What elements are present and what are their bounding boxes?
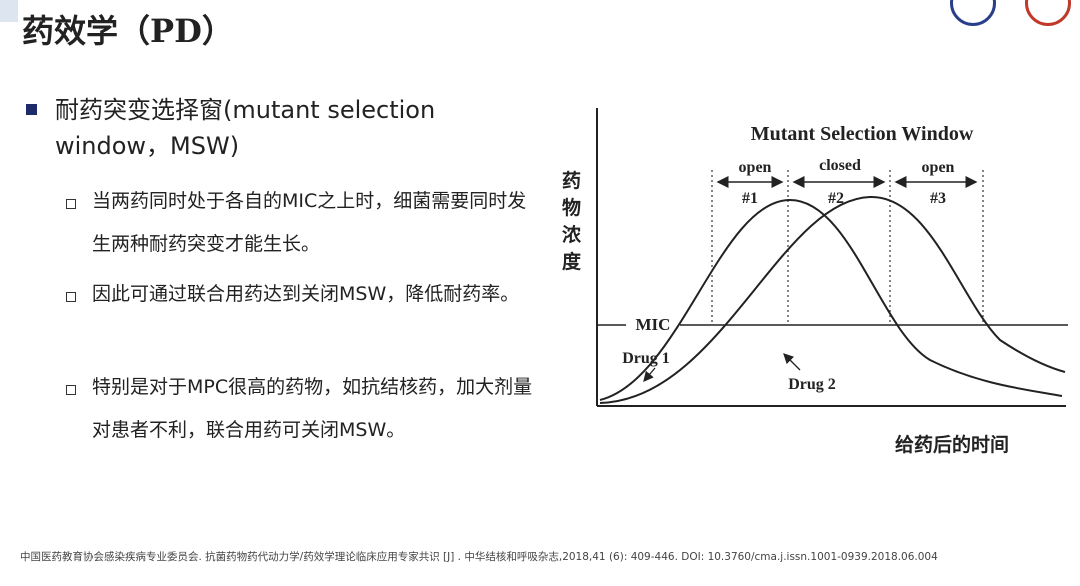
y-axis-label: 药物浓度 xyxy=(562,170,582,273)
window-boundaries xyxy=(711,170,984,325)
sub-bullet-marker xyxy=(66,385,76,395)
sub-bullet-text: 特别是对于MPC很高的药物，如抗结核药，加大剂量对患者不利，联合用药可关闭MSW… xyxy=(92,376,533,441)
window-state: open xyxy=(739,159,772,176)
footnote: 中国医药教育协会感染疾病专业委员会. 抗菌药物药代动力学/药效学理论临床应用专家… xyxy=(20,551,938,563)
slide-title: 药效学（PD） xyxy=(22,12,234,50)
sub-bullet-text: 当两药同时处于各自的MIC之上时，细菌需要同时发生两种耐药突变才能生长。 xyxy=(92,190,527,255)
window-label: #1 xyxy=(742,190,758,207)
window-label: #2 xyxy=(828,190,844,207)
window-label: #3 xyxy=(930,190,946,207)
drug2-pointer xyxy=(783,353,801,371)
x-axis-label: 给药后的时间 xyxy=(895,434,1010,456)
mic-label: MIC xyxy=(636,315,671,334)
mic-label-bg xyxy=(626,313,680,335)
sub-bullet-marker xyxy=(66,292,76,302)
drug1-pointer xyxy=(643,367,656,382)
bullet-marker xyxy=(26,104,37,115)
sub-bullet-text: 因此可通过联合用药达到关闭MSW，降低耐药率。 xyxy=(92,283,520,305)
corner-decoration xyxy=(0,0,18,22)
figure-title: Mutant Selection Window xyxy=(751,123,974,145)
bullet-text: 耐药突变选择窗(mutant selection window，MSW) xyxy=(55,96,436,160)
sub-bullet-marker xyxy=(66,199,76,209)
drug2-curve xyxy=(599,195,1066,404)
drug1-label: Drug 1 xyxy=(622,350,670,367)
window-state: closed xyxy=(819,157,861,174)
window-state: open xyxy=(922,159,955,176)
drug1-curve xyxy=(599,198,1063,401)
drug2-label: Drug 2 xyxy=(788,376,836,393)
